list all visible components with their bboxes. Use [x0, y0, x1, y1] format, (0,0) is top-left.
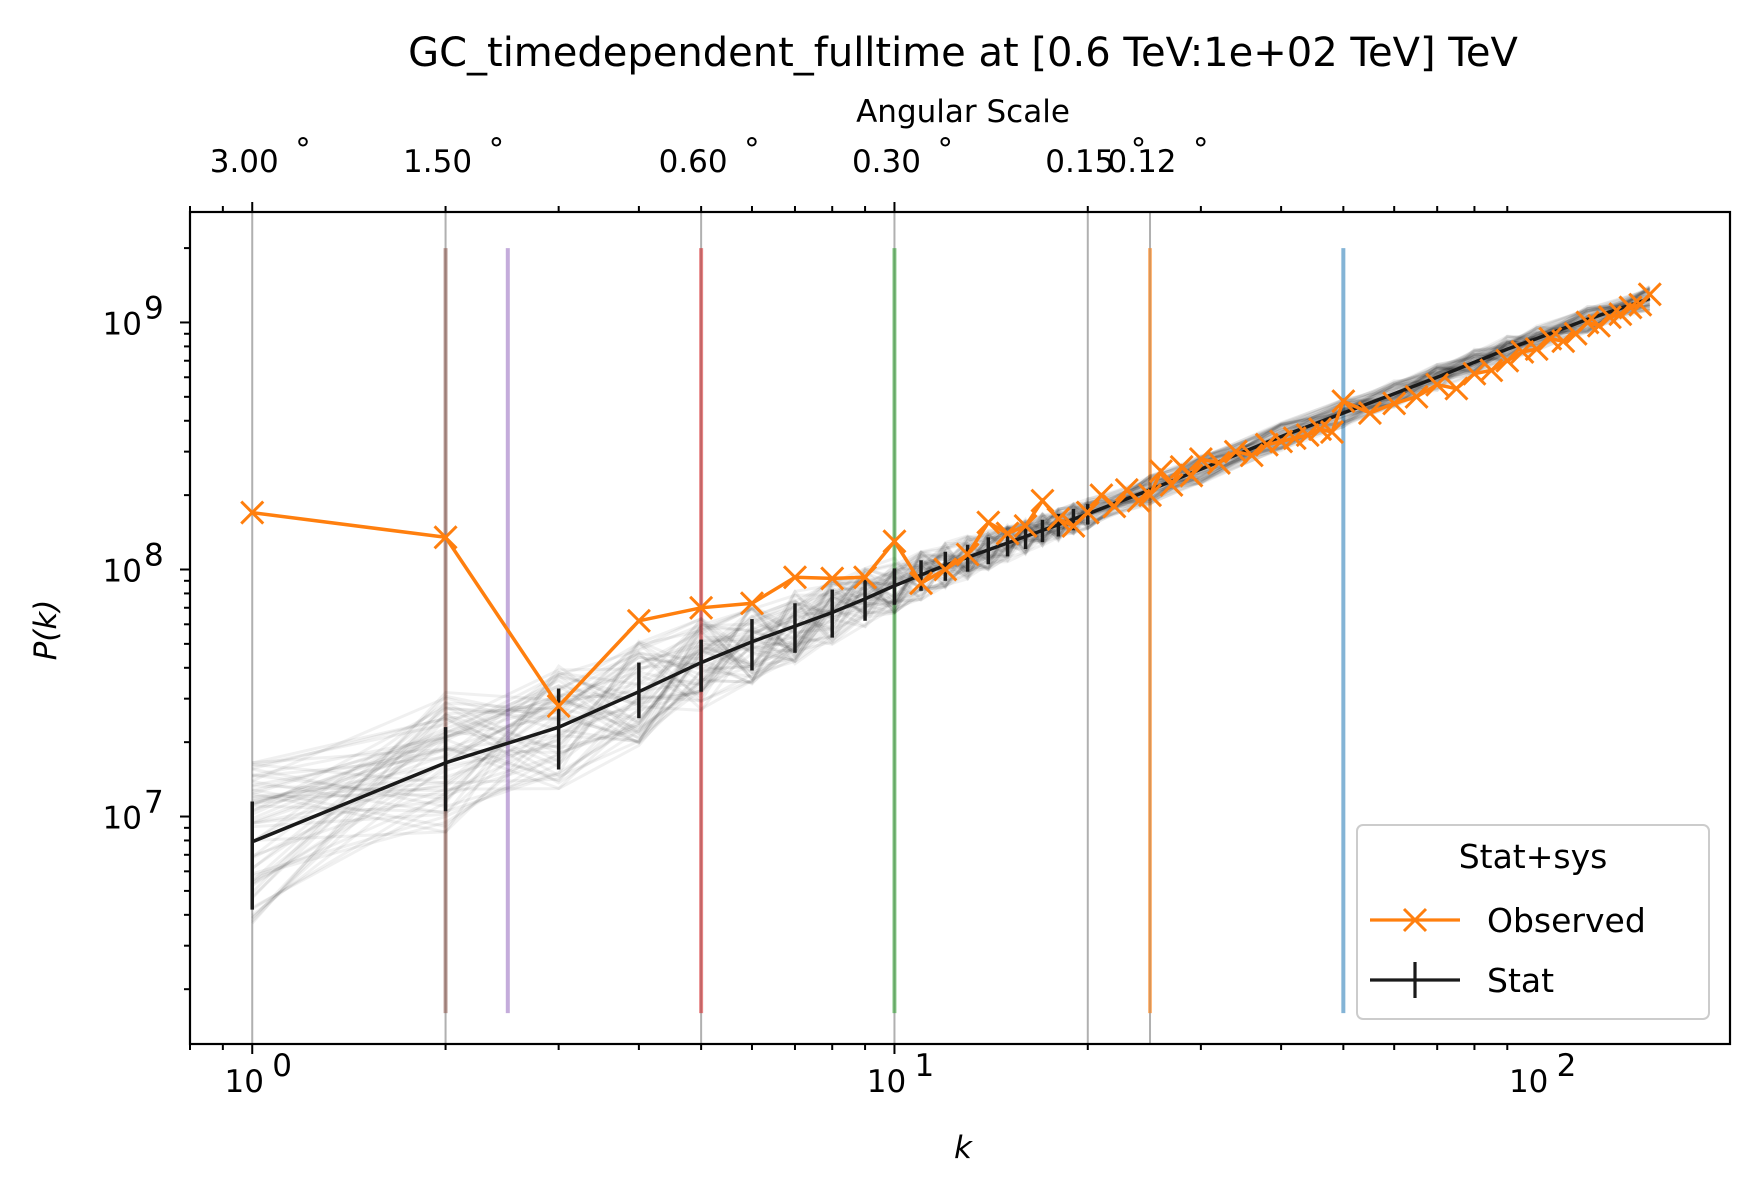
observed-point-42: [1382, 391, 1407, 416]
plot-frame: [188, 210, 1732, 1046]
observed-point-32: [1223, 439, 1248, 464]
top-tick-label: 0.15: [1045, 144, 1114, 180]
x-axis-label: k: [954, 1130, 973, 1166]
x-tick-exponent: 2: [1557, 1048, 1577, 1084]
top-tick-label: 3.00: [210, 144, 279, 180]
top-tick-label: 0.30: [852, 144, 921, 180]
observed-point-3: [546, 694, 571, 719]
observed-point-52: [1551, 329, 1576, 354]
observed-point-14: [976, 510, 1001, 535]
observed-point-43: [1404, 384, 1429, 409]
top-tick-label: 1.50: [403, 144, 472, 180]
observed-point-26: [1148, 459, 1174, 484]
observed-point-60: [1637, 282, 1662, 307]
observed-point-48: [1495, 348, 1520, 373]
observed-point-11: [908, 571, 934, 596]
x-tick-exponent: 0: [272, 1048, 292, 1084]
observed-point-47: [1479, 358, 1504, 383]
legend-stat-label: Stat: [1487, 961, 1554, 1000]
top-tick-unit: °: [937, 132, 953, 168]
reference-lines: [251, 212, 1346, 1044]
observed-point-39: [1319, 420, 1345, 445]
y-axis-label: P(k): [28, 600, 64, 661]
observed-point-55: [1586, 313, 1611, 338]
observed-line: [251, 293, 1652, 709]
sample-line-57: [251, 298, 1651, 785]
observed-point-1: [240, 500, 265, 525]
y-tick-label: 10: [103, 801, 142, 837]
observed-point-31: [1206, 450, 1231, 475]
observed-point-45: [1444, 376, 1469, 401]
stat-series: [250, 296, 1651, 910]
observed-point-2: [433, 525, 458, 550]
legend-observed-label: Observed: [1487, 901, 1646, 940]
observed-point-7: [782, 565, 808, 590]
observed-point-20: [1075, 500, 1100, 525]
observed-series: [240, 282, 1662, 719]
observed-point-40: [1331, 389, 1356, 414]
observed-point-12: [933, 557, 958, 582]
sample-line-35: [251, 298, 1651, 917]
observed-point-15: [995, 521, 1020, 546]
observed-point-5: [689, 595, 714, 620]
observed-point-4: [626, 608, 651, 633]
sample-line-20: [251, 302, 1651, 886]
observed-point-49: [1510, 339, 1535, 364]
top-tick-unit: °: [1131, 132, 1147, 168]
observed-point-9: [853, 565, 878, 590]
observed-point-29: [1179, 463, 1204, 488]
observed-point-35: [1269, 429, 1294, 454]
observed-point-37: [1295, 423, 1320, 448]
observed-point-34: [1254, 432, 1279, 457]
x-tick-label: 10: [1509, 1064, 1548, 1100]
legend-observed-marker: [1402, 907, 1428, 933]
legend: Stat+sys Observed Stat: [1356, 824, 1710, 1020]
axes: 10 0 10 1 10 210 710 810 93.00 ° 1.50 ° 0.60 ° 0.30 ° 0.…: [103, 132, 1577, 1100]
observed-point-57: [1608, 302, 1633, 327]
sample-line-5: [251, 303, 1651, 894]
sample-line-14: [251, 286, 1651, 768]
top-tick-label: 0.12: [1108, 144, 1177, 180]
top-tick-label: 0.60: [659, 144, 728, 180]
observed-point-22: [1102, 494, 1127, 519]
observed-point-17: [1030, 488, 1055, 513]
observed-point-27: [1159, 472, 1184, 497]
observed-point-24: [1126, 488, 1151, 513]
observed-point-44: [1425, 372, 1450, 397]
observed-point-13: [955, 542, 980, 567]
top-tick-unit: °: [295, 132, 311, 168]
x-tick-exponent: 1: [914, 1048, 934, 1084]
sample-line-28: [251, 287, 1651, 820]
x-tick-label: 10: [867, 1064, 906, 1100]
observed-point-33: [1239, 443, 1264, 468]
chart-title: GC_timedependent_fulltime at [0.6 TeV:1e…: [408, 30, 1518, 76]
observed-point-41: [1357, 400, 1382, 426]
legend-box: [1356, 824, 1710, 1020]
observed-point-10: [882, 529, 907, 554]
top-tick-unit: °: [744, 132, 760, 168]
y-tick-exponent: 9: [144, 290, 164, 326]
y-tick-exponent: 8: [144, 537, 164, 573]
sample-line-39: [251, 286, 1651, 883]
y-tick-label: 10: [103, 306, 142, 342]
x-tick-label: 10: [225, 1064, 264, 1100]
observed-point-8: [820, 566, 845, 591]
observed-point-16: [1013, 513, 1038, 539]
observed-point-18: [1046, 507, 1071, 532]
legend-title: Stat+sys: [1459, 837, 1608, 876]
top-axis-label: Angular Scale: [856, 94, 1070, 130]
observed-point-6: [739, 591, 765, 616]
observed-point-50: [1524, 337, 1549, 362]
top-tick-unit: °: [1193, 132, 1209, 168]
y-tick-exponent: 7: [144, 785, 164, 821]
y-tick-label: 10: [103, 553, 142, 589]
top-tick-unit: °: [489, 132, 505, 168]
observed-point-25: [1137, 483, 1163, 508]
